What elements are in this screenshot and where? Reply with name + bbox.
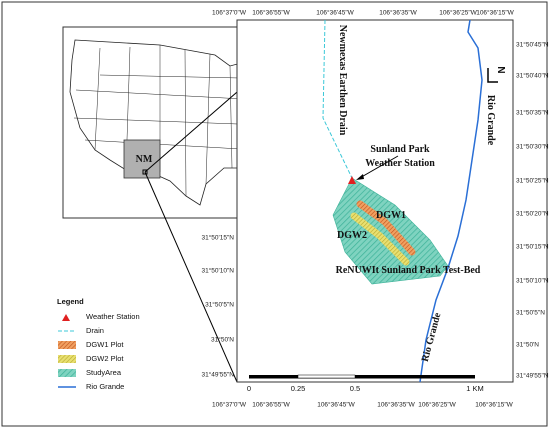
latitude-label: 31°50'15"N — [201, 234, 234, 242]
north-arrow: N — [487, 66, 506, 83]
north-label: N — [495, 66, 506, 73]
drain — [322, 19, 353, 179]
latitude-label: 31°50'20"N — [516, 210, 549, 218]
longitude-label: 106°36'15"W — [475, 401, 513, 409]
legend-label: DGW1 Plot — [86, 340, 124, 349]
latitude-label: 31°50'N — [211, 336, 234, 344]
scale-label: 0.5 — [350, 384, 360, 393]
latitude-label: 31°50'5"N — [205, 301, 234, 309]
latitude-label: 31°50'35"N — [516, 109, 549, 117]
latitude-label: 31°50'15"N — [516, 243, 549, 251]
legend-swatch — [58, 355, 76, 363]
longitude-label: 106°36'55"W — [252, 401, 290, 409]
legend-swatch — [58, 341, 76, 349]
longitude-label: 106°36'15"W — [476, 9, 514, 17]
latitude-label: 31°50'40"N — [516, 72, 549, 80]
legend-label: Drain — [86, 326, 104, 335]
longitude-label: 106°36'25"W — [439, 9, 477, 17]
arrow-head — [356, 174, 364, 180]
latitude-label: 31°50'25"N — [516, 177, 549, 185]
latitude-label: 31°50'10"N — [201, 267, 234, 275]
longitude-label: 106°36'45"W — [316, 9, 354, 17]
scale-bar — [249, 374, 475, 379]
longitude-label: 106°37'0"W — [212, 401, 247, 409]
longitude-label: 106°36'25"W — [418, 401, 456, 409]
legend-swatch — [62, 314, 70, 321]
legend-label: Rio Grande — [86, 382, 124, 391]
locator-box — [142, 169, 148, 175]
scale-label: 0.25 — [291, 384, 306, 393]
river-label: Rio Grande — [485, 95, 496, 146]
legend: Weather Station Drain DGW1 Plot DGW2 Plot St… — [58, 312, 140, 391]
dgw2-plot — [350, 212, 410, 266]
state-label: NM — [136, 154, 153, 165]
drain-label: Newmexas Earthen Drain — [337, 25, 348, 136]
dgw2-label: DGW2 — [337, 230, 367, 241]
pointer-arrow — [357, 155, 399, 180]
latitude-label: 31°50'30"N — [516, 143, 549, 151]
latitude-label: 31°50'45"N — [516, 41, 549, 49]
scale-label: 0 — [247, 384, 251, 393]
legend-label: DGW2 Plot — [86, 354, 124, 363]
latitude-label: 31°50'N — [516, 341, 539, 349]
latitude-label: 31°49'55"N — [201, 371, 234, 379]
longitude-label: 106°37'0"W — [212, 9, 247, 17]
station-label: Sunland Park — [370, 144, 430, 155]
latitude-label: 31°50'10"N — [516, 277, 549, 285]
latitude-label: 31°50'5"N — [516, 309, 545, 317]
station-label: Weather Station — [365, 158, 435, 169]
weather-station — [348, 176, 356, 184]
longitude-label: 106°36'45"W — [317, 401, 355, 409]
longitude-label: 106°36'35"W — [377, 401, 415, 409]
legend-title: Legend — [57, 297, 84, 306]
legend-label: StudyArea — [86, 368, 122, 377]
scale-label: 1 KM — [466, 384, 484, 393]
state-lines — [73, 45, 266, 197]
longitude-label: 106°36'35"W — [379, 9, 417, 17]
rio-grande — [419, 19, 483, 383]
latitude-label: 31°49'55"N — [516, 372, 549, 380]
legend-swatch — [58, 369, 76, 377]
connector-line — [144, 171, 238, 383]
dgw1-label: DGW1 — [376, 210, 406, 221]
nm-state — [123, 139, 161, 179]
dgw1-plot — [356, 200, 416, 256]
test-bed-label: ReNUWIt Sunland Park Test-Bed — [336, 265, 481, 276]
longitude-label: 106°36'55"W — [252, 9, 290, 17]
legend-label: Weather Station — [86, 312, 140, 321]
